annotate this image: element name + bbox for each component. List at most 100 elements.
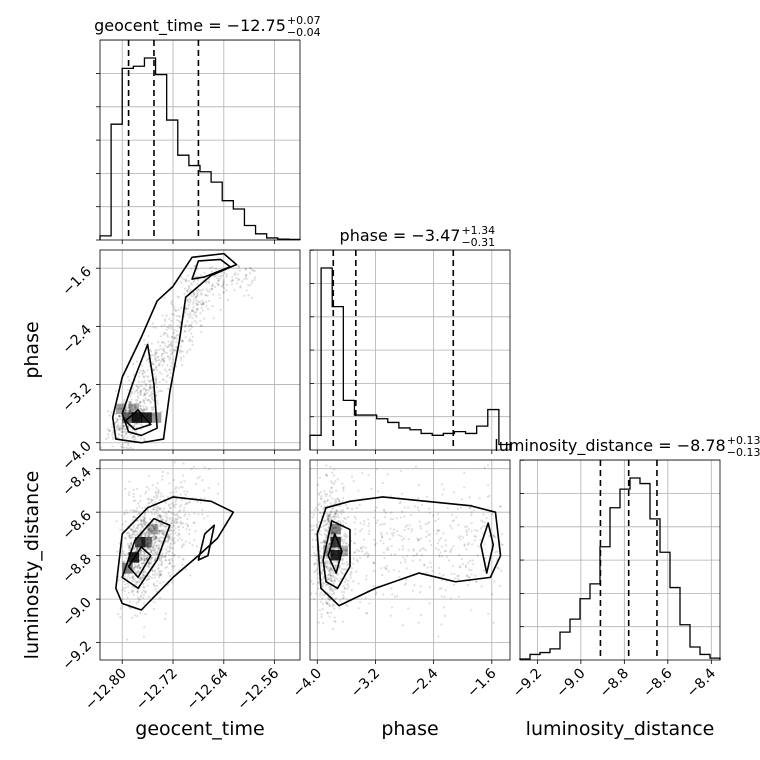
sample-point (168, 343, 171, 346)
sample-point (142, 585, 145, 589)
sample-point (155, 573, 158, 576)
sample-point (202, 517, 206, 520)
sample-point (321, 570, 324, 574)
sample-point (476, 529, 479, 532)
sample-point (158, 514, 161, 517)
title-text: luminosity_distance = −8.78 (494, 436, 725, 456)
sample-point (187, 286, 191, 289)
sample-point (375, 521, 378, 524)
sample-point (318, 609, 322, 612)
sample-point (143, 519, 146, 522)
sample-point (145, 520, 148, 524)
sample-point (338, 579, 341, 583)
grid (100, 460, 300, 660)
sample-point (352, 579, 355, 583)
sample-point (163, 361, 166, 364)
sample-point (365, 574, 368, 577)
sample-point (130, 542, 133, 545)
sample-point (173, 349, 176, 352)
sample-point (144, 392, 147, 395)
sample-point (140, 391, 143, 394)
sample-point (154, 536, 157, 540)
sample-point (142, 399, 145, 403)
sample-point (327, 597, 330, 600)
sample-point (349, 576, 352, 579)
title-lower: −0.04 (287, 26, 321, 39)
sample-point (380, 533, 383, 537)
sample-point (175, 430, 177, 432)
sample-point (328, 562, 331, 565)
sample-point (160, 563, 163, 566)
panel-title-geocent_time: geocent_time = −12.75 (94, 16, 286, 36)
sample-point (327, 521, 330, 524)
sample-point (127, 545, 130, 548)
sample-point (153, 377, 156, 380)
sample-point (450, 513, 454, 516)
sample-point (163, 511, 166, 514)
sample-point (340, 571, 344, 575)
sample-point (385, 532, 389, 535)
sample-point (223, 271, 226, 274)
sample-point (325, 464, 328, 467)
sample-point (383, 566, 386, 569)
y-tick-label: −1.6 (59, 264, 94, 299)
sample-point (184, 323, 187, 327)
sample-point (176, 521, 179, 524)
histogram-phase (309, 267, 511, 450)
sample-point (132, 526, 135, 529)
sample-point (177, 510, 181, 513)
sample-point (142, 521, 145, 524)
sample-point (336, 497, 339, 500)
sample-point (157, 358, 161, 362)
sample-point (195, 321, 198, 325)
sample-point (126, 638, 129, 641)
sample-point (124, 441, 127, 444)
sample-point (199, 312, 202, 315)
sample-point (126, 375, 130, 378)
sample-point (186, 313, 189, 316)
sample-point (157, 532, 161, 535)
sample-point (340, 527, 343, 530)
sample-point (163, 555, 166, 558)
sample-point (142, 519, 146, 522)
sample-point (133, 438, 136, 441)
sample-point (366, 612, 369, 615)
sample-point (325, 519, 328, 522)
sample-point (359, 530, 362, 533)
sample-point (157, 530, 161, 533)
sample-point (186, 525, 190, 528)
sample-point (159, 570, 162, 574)
sample-point (333, 510, 336, 513)
sample-point (235, 276, 238, 280)
sample-point (152, 363, 155, 366)
sample-point (419, 558, 422, 562)
sample-point (117, 426, 120, 430)
sample-point (154, 511, 157, 514)
sample-point (209, 288, 212, 291)
sample-point (162, 348, 165, 352)
sample-point (323, 562, 327, 565)
sample-point (165, 517, 168, 520)
sample-point (327, 518, 330, 521)
sample-point (329, 577, 332, 580)
sample-point (321, 572, 324, 575)
sample-point (390, 532, 393, 535)
sample-point (123, 589, 126, 592)
sample-point (325, 474, 329, 477)
sample-point (210, 270, 214, 273)
sample-point (142, 522, 145, 525)
sample-point (225, 283, 228, 286)
sample-point (161, 358, 164, 361)
sample-point (326, 561, 329, 564)
sample-point (408, 524, 411, 527)
sample-point (397, 534, 400, 537)
sample-point (318, 476, 322, 479)
sample-point (355, 558, 359, 561)
sample-point (180, 350, 183, 353)
sample-point (321, 621, 325, 625)
sample-point (144, 408, 147, 411)
sample-point (142, 635, 146, 638)
sample-point (188, 500, 192, 503)
sample-point (151, 552, 154, 555)
sample-point (176, 295, 179, 298)
